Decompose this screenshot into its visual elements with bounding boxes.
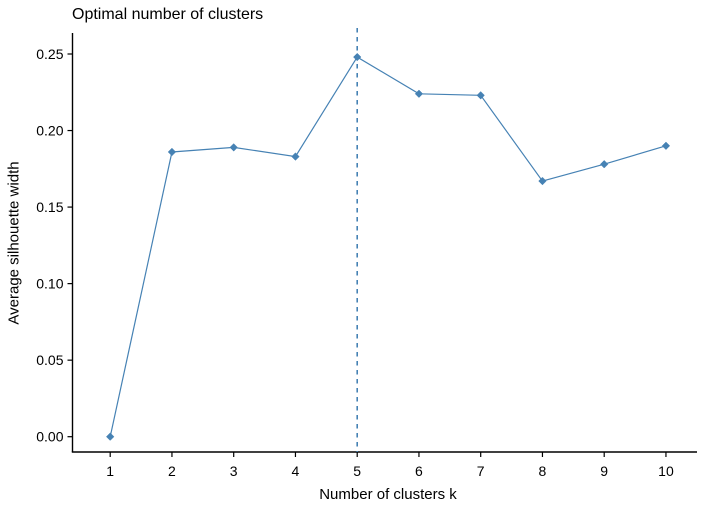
silhouette-line-series <box>109 56 667 437</box>
chart-title: Optimal number of clusters <box>72 6 264 23</box>
x-tick-label: 5 <box>353 463 361 479</box>
x-tick-label: 7 <box>477 463 485 479</box>
data-point-k4 <box>291 152 300 161</box>
x-tick-label: 6 <box>415 463 423 479</box>
data-point-k7 <box>476 91 485 100</box>
x-tick-label: 1 <box>106 463 114 479</box>
x-axis-ticks: 1 2 3 4 5 6 7 8 9 10 <box>106 452 674 479</box>
x-tick-label: 9 <box>600 463 608 479</box>
data-point-k1 <box>106 432 115 441</box>
x-tick-label: 8 <box>539 463 547 479</box>
x-tick-label: 3 <box>230 463 238 479</box>
data-point-k5 <box>353 52 362 62</box>
axes <box>71 33 697 453</box>
data-point-k8 <box>538 176 547 186</box>
y-tick-label: 0.05 <box>36 352 63 368</box>
y-tick-label: 0.10 <box>36 276 63 292</box>
data-point-k3 <box>229 143 238 152</box>
data-point-k9 <box>600 160 609 169</box>
y-axis-ticks: 0.00 0.05 0.10 0.15 0.20 0.25 <box>36 46 73 445</box>
y-tick-label: 0.20 <box>36 123 63 139</box>
data-point-k10 <box>661 141 671 151</box>
series-line <box>109 56 667 437</box>
silhouette-data-points <box>106 52 671 441</box>
x-tick-label: 4 <box>292 463 300 479</box>
data-point-k2 <box>167 147 177 157</box>
y-tick-label: 0.15 <box>36 199 63 215</box>
x-axis-title: Number of clusters k <box>319 486 457 503</box>
data-point-k6 <box>414 89 424 98</box>
x-tick-label: 2 <box>168 463 176 479</box>
y-tick-label: 0.25 <box>36 46 63 62</box>
y-tick-label: 0.00 <box>36 429 63 445</box>
y-axis-title: Average silhouette width <box>5 161 23 325</box>
x-tick-label: 10 <box>658 463 674 479</box>
